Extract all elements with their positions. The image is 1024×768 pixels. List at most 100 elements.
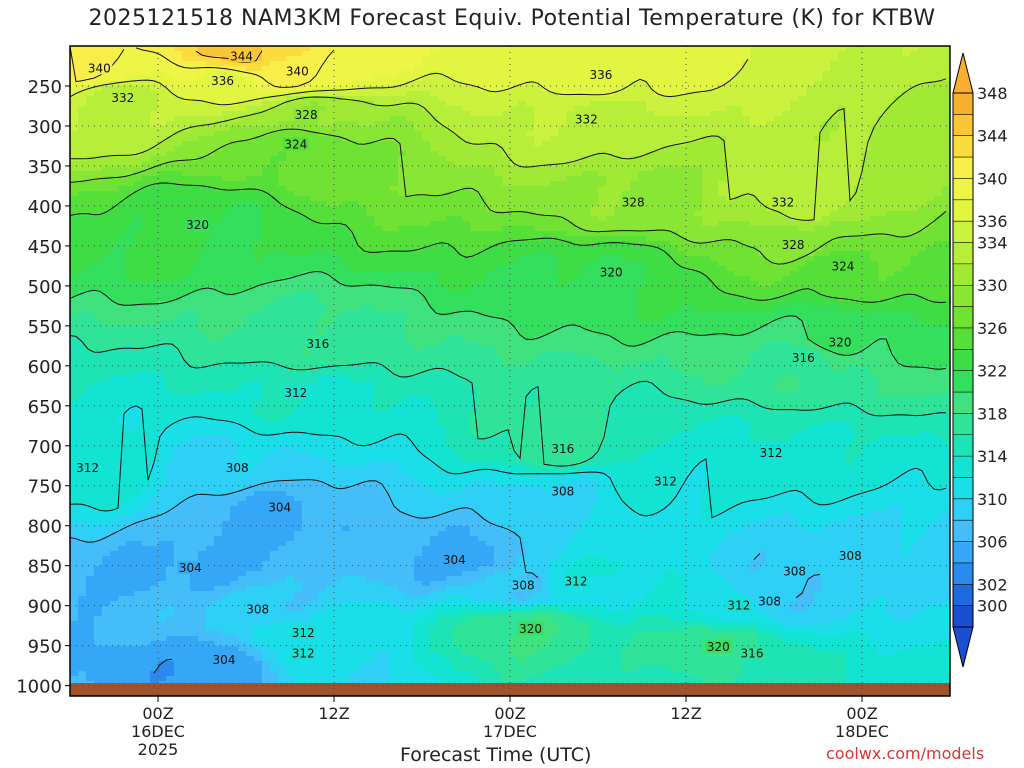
contour-label-text: 332 xyxy=(771,196,794,210)
contour-label-text: 340 xyxy=(88,61,111,75)
contour-label-text: 312 xyxy=(76,461,99,475)
colorbar-bin xyxy=(953,605,973,628)
colorbar-bin xyxy=(953,242,973,265)
colorbar-frame xyxy=(952,92,974,628)
grid-lines xyxy=(70,46,950,696)
chart-title: 2025121518 NAM3KM Forecast Equiv. Potent… xyxy=(88,6,936,31)
contour-label: 304 xyxy=(441,553,468,567)
contour-label: 320 xyxy=(705,640,732,654)
contour-label: 324 xyxy=(282,137,309,151)
contour-label-text: 328 xyxy=(782,238,805,252)
contour-label-text: 304 xyxy=(213,653,236,667)
contour-line-324 xyxy=(70,182,947,304)
contour-label: 336 xyxy=(209,74,236,88)
contour-label: 316 xyxy=(304,337,331,351)
contour-line-316 xyxy=(70,335,946,467)
contour-line-320 xyxy=(70,270,947,370)
colorbar-bin xyxy=(953,349,973,372)
contour-label-text: 324 xyxy=(284,137,307,151)
contour-label-text: 328 xyxy=(622,196,645,210)
colorbar-bottom-arrow xyxy=(952,626,974,668)
contour-label: 304 xyxy=(266,500,293,514)
contour-line-308 xyxy=(70,479,821,599)
contour-line-332 xyxy=(70,78,947,221)
y-tick-label: 250 xyxy=(28,77,62,98)
contour-label: 332 xyxy=(573,112,600,127)
contour-lines xyxy=(70,46,947,674)
colorbar-label: 326 xyxy=(977,319,1008,338)
contour-line-304 xyxy=(153,658,173,674)
site-credit: coolwx.com/models xyxy=(826,744,985,763)
colorbar-label: 300 xyxy=(977,597,1008,616)
x-tick-label: 12Z xyxy=(318,704,349,723)
contour-label: 340 xyxy=(284,64,311,79)
colorbar-bin xyxy=(953,520,973,542)
contour-label: 320 xyxy=(184,218,211,232)
colorbar-label: 322 xyxy=(977,362,1008,381)
colorbar-bin xyxy=(953,392,973,414)
colorbar-label: 348 xyxy=(977,84,1008,103)
contour-label-text: 308 xyxy=(783,564,806,578)
x-tick-label: 2025 xyxy=(138,740,179,759)
colorbar-bin xyxy=(953,370,973,393)
y-tick-label: 900 xyxy=(28,597,62,618)
colorbar-bin xyxy=(953,498,973,521)
y-tick-label: 700 xyxy=(28,437,62,458)
y-tick-label: 350 xyxy=(28,157,62,178)
contour-label-text: 316 xyxy=(306,337,329,351)
x-tick-label: 16DEC xyxy=(131,722,185,741)
colorbar-bin xyxy=(953,327,973,350)
x-tick-label: 17DEC xyxy=(483,722,537,741)
contour-label: 308 xyxy=(837,549,864,563)
colorbar: 300 302 306 310 314 318 322 326 330 334 336 340 344 3… xyxy=(952,52,1008,668)
x-tick-label: 12Z xyxy=(670,704,701,723)
contour-label-text: 312 xyxy=(292,647,315,661)
colorbar-label: 306 xyxy=(977,533,1008,552)
contour-label-text: 308 xyxy=(246,603,269,617)
contour-label-text: 308 xyxy=(226,461,249,475)
contour-label-text: 324 xyxy=(831,260,854,274)
contour-label: 312 xyxy=(563,574,589,589)
contour-label: 316 xyxy=(790,350,817,365)
contour-label: 312 xyxy=(758,445,785,460)
contour-label: 316 xyxy=(549,441,576,456)
contour-label-text: 308 xyxy=(839,549,862,563)
contour-label: 308 xyxy=(224,461,251,475)
colorbar-bin xyxy=(953,541,973,564)
contour-label-text: 312 xyxy=(760,446,783,460)
contour-label-text: 332 xyxy=(575,113,598,127)
colorbar-label: 330 xyxy=(977,276,1008,295)
colorbar-label: 314 xyxy=(977,447,1008,466)
y-tick-label: 850 xyxy=(28,557,62,578)
x-tick-label: 18DEC xyxy=(835,722,889,741)
contour-label-text: 320 xyxy=(707,640,730,654)
colorbar-bin xyxy=(953,157,973,179)
colorbar-bin xyxy=(953,413,973,436)
contour-label: 304 xyxy=(177,561,204,575)
contour-label-text: 344 xyxy=(230,49,253,63)
contour-label: 312 xyxy=(74,461,101,475)
y-tick-label: 650 xyxy=(28,397,62,418)
x-tick-label: 00Z xyxy=(846,704,877,723)
contour-label-text: 340 xyxy=(286,65,309,79)
colorbar-label: 318 xyxy=(977,404,1008,423)
contour-label: 308 xyxy=(244,602,271,617)
contour-label: 320 xyxy=(827,335,853,350)
colorbar-bin xyxy=(953,199,973,222)
contour-label-text: 304 xyxy=(443,553,466,567)
contour-label: 324 xyxy=(829,259,856,274)
y-tick-label: 400 xyxy=(28,197,62,218)
contour-label-text: 320 xyxy=(829,336,852,350)
colorbar-top-arrow xyxy=(952,52,974,94)
contour-label-text: 336 xyxy=(211,74,234,88)
contour-label-text: 332 xyxy=(111,91,134,105)
contour-label: 308 xyxy=(756,594,783,609)
contour-label-text: 308 xyxy=(512,579,535,593)
colorbar-label: 336 xyxy=(977,212,1008,231)
colorbar-bin xyxy=(953,285,973,307)
contour-line-312 xyxy=(70,405,947,519)
y-axis: 250 300 350 400 450 500 550 600 650 700 750 800 850 9… xyxy=(16,77,70,698)
colorbar-bin xyxy=(953,114,973,137)
colorbar-bin xyxy=(953,178,973,201)
